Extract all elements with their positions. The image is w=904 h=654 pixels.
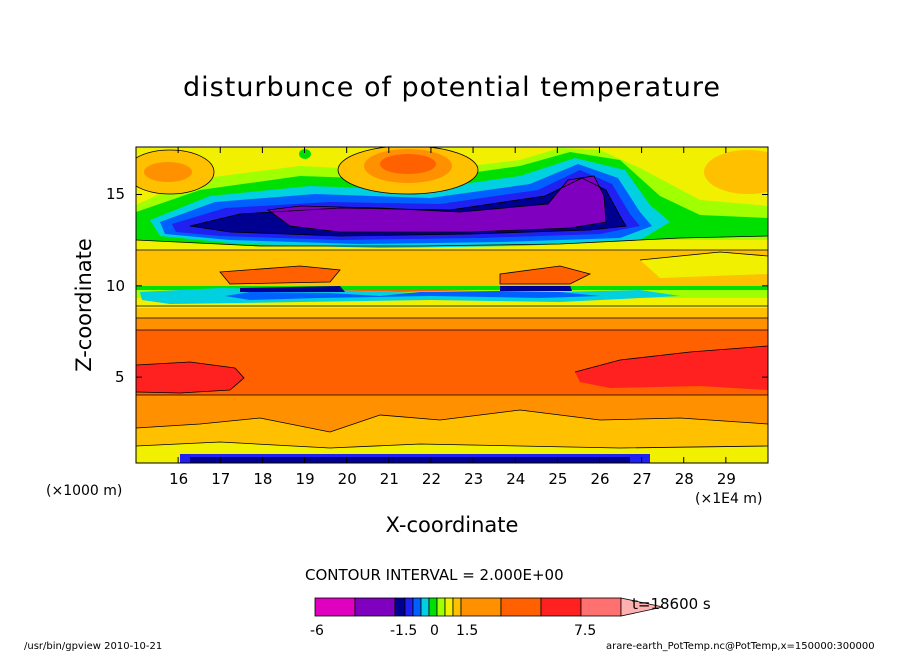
x-tick-label: 17: [211, 470, 231, 488]
colorbar-label: 1.5: [456, 623, 479, 639]
fill-band-dark2: [500, 285, 572, 291]
y-tick-label: 10: [106, 276, 126, 295]
colorbar-swatch: [428, 597, 438, 617]
time-label: t=18600 s: [632, 595, 711, 613]
fill-top-mid-red: [380, 154, 436, 174]
colorbar-label: -1.5: [390, 623, 418, 639]
fill-red-right: [575, 346, 768, 390]
x-tick-label: 20: [337, 470, 357, 488]
colorbar-label: 0: [430, 623, 439, 639]
x-tick-label: 18: [253, 470, 273, 488]
colorbar-swatch: [354, 597, 396, 617]
fill-band-13: [220, 266, 340, 284]
colorbar-label: 7.5: [574, 623, 597, 639]
colorbar-swatch: [500, 597, 542, 617]
contour-interval-label: CONTOUR INTERVAL = 2.000E+00: [305, 566, 564, 584]
colorbar-swatch: [404, 597, 414, 617]
y-axis-label: Z-coordinate: [72, 238, 96, 372]
x-axis-label: X-coordinate: [385, 513, 519, 537]
y-tick-label: 15: [106, 185, 126, 204]
contour-lines: [136, 147, 768, 449]
chart-title: disturbunce of potential temperature: [183, 72, 721, 103]
fill-band-blue: [225, 291, 600, 300]
axis-ticks: [136, 147, 768, 463]
fill-band-15: [640, 252, 768, 278]
fill-top-green: [299, 149, 311, 159]
x-tick-label: 16: [169, 470, 189, 488]
colorbar-swatch: [444, 597, 454, 617]
colorbar: [314, 597, 664, 617]
fill-upper-purple: [268, 176, 606, 232]
colorbar-swatch: [580, 597, 622, 617]
colorbar-arrow: [620, 597, 664, 617]
x-tick-label: 27: [632, 470, 652, 488]
x-tick-label: 19: [295, 470, 315, 488]
x-tick-label: 21: [379, 470, 399, 488]
x-tick-label: 26: [590, 470, 610, 488]
fill-top-left-red: [144, 162, 192, 182]
x-unit-right: (×1E4 m): [695, 491, 763, 507]
fill-band-14: [500, 266, 590, 284]
plot-frame: [135, 146, 769, 464]
footer-right: arare-earth_PotTemp.nc@PotTemp,x=150000:…: [606, 641, 875, 652]
colorbar-swatch: [412, 597, 422, 617]
fill-band-7: [136, 318, 768, 330]
x-tick-label: 25: [548, 470, 568, 488]
colorbar-swatch: [460, 597, 502, 617]
colorbar-swatch: [436, 597, 446, 617]
x-tick-label: 22: [421, 470, 442, 488]
x-unit-left: (×1000 m): [46, 483, 123, 499]
x-tick-label: 24: [506, 470, 526, 488]
colorbar-label: -6: [310, 623, 324, 639]
y-tick-label: 5: [115, 368, 125, 387]
x-tick-label: 23: [464, 470, 484, 488]
contour-field: [136, 147, 768, 463]
fill-top-right-yellow: [704, 150, 768, 194]
x-tick-label: 29: [716, 470, 736, 488]
fill-red-left: [136, 362, 244, 393]
colorbar-swatch: [314, 597, 356, 617]
x-tick-label: 28: [674, 470, 694, 488]
fill-band-dark1: [240, 286, 345, 292]
colorbar-swatch: [420, 597, 430, 617]
colorbar-swatch: [540, 597, 582, 617]
colorbar-swatch: [452, 597, 462, 617]
fill-band-surface2: [190, 457, 630, 463]
colorbar-swatch: [394, 597, 406, 617]
fill-band-8: [136, 306, 768, 318]
footer-left: /usr/bin/gpview 2010-10-21: [24, 641, 163, 652]
